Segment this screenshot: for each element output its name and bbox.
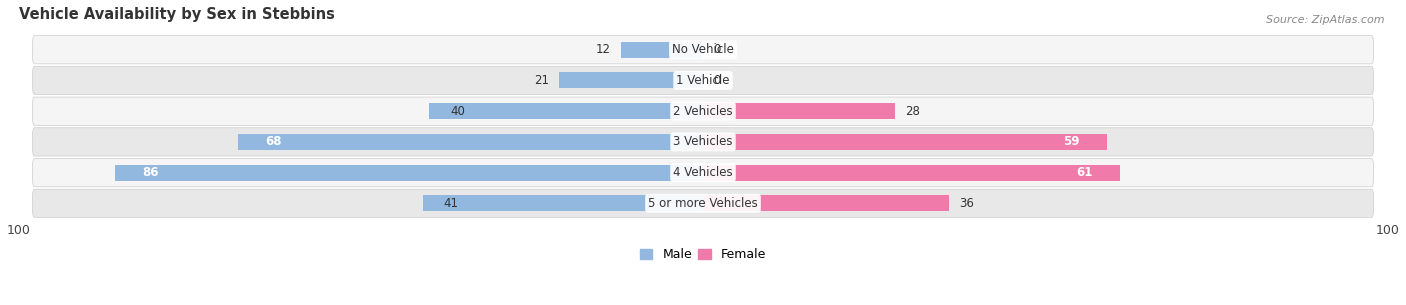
- Text: 2 Vehicles: 2 Vehicles: [673, 105, 733, 118]
- Text: 3 Vehicles: 3 Vehicles: [673, 135, 733, 149]
- Bar: [423, 196, 703, 211]
- Text: 1 Vehicle: 1 Vehicle: [676, 74, 730, 87]
- Bar: [115, 165, 703, 181]
- Text: 68: 68: [266, 135, 281, 149]
- Text: 21: 21: [534, 74, 550, 87]
- Bar: [703, 134, 1107, 150]
- Bar: [703, 103, 894, 119]
- Text: Source: ZipAtlas.com: Source: ZipAtlas.com: [1267, 15, 1385, 25]
- Text: No Vehicle: No Vehicle: [672, 43, 734, 56]
- Bar: [560, 73, 703, 88]
- FancyBboxPatch shape: [32, 97, 1374, 125]
- Text: 61: 61: [1077, 166, 1092, 179]
- Legend: Male, Female: Male, Female: [636, 243, 770, 267]
- FancyBboxPatch shape: [32, 159, 1374, 187]
- FancyBboxPatch shape: [32, 66, 1374, 95]
- Text: 59: 59: [1063, 135, 1080, 149]
- Bar: [621, 42, 703, 58]
- Bar: [703, 165, 1121, 181]
- Text: 86: 86: [142, 166, 159, 179]
- Bar: [429, 103, 703, 119]
- Text: 0: 0: [713, 74, 721, 87]
- Text: 41: 41: [443, 197, 458, 210]
- Text: Vehicle Availability by Sex in Stebbins: Vehicle Availability by Sex in Stebbins: [18, 7, 335, 22]
- Text: 36: 36: [959, 197, 974, 210]
- Bar: [238, 134, 703, 150]
- Bar: [703, 196, 949, 211]
- Text: 40: 40: [450, 105, 465, 118]
- Text: 28: 28: [905, 105, 920, 118]
- FancyBboxPatch shape: [32, 36, 1374, 64]
- Text: 12: 12: [596, 43, 610, 56]
- Text: 4 Vehicles: 4 Vehicles: [673, 166, 733, 179]
- Text: 0: 0: [713, 43, 721, 56]
- FancyBboxPatch shape: [32, 128, 1374, 156]
- FancyBboxPatch shape: [32, 189, 1374, 217]
- Text: 5 or more Vehicles: 5 or more Vehicles: [648, 197, 758, 210]
